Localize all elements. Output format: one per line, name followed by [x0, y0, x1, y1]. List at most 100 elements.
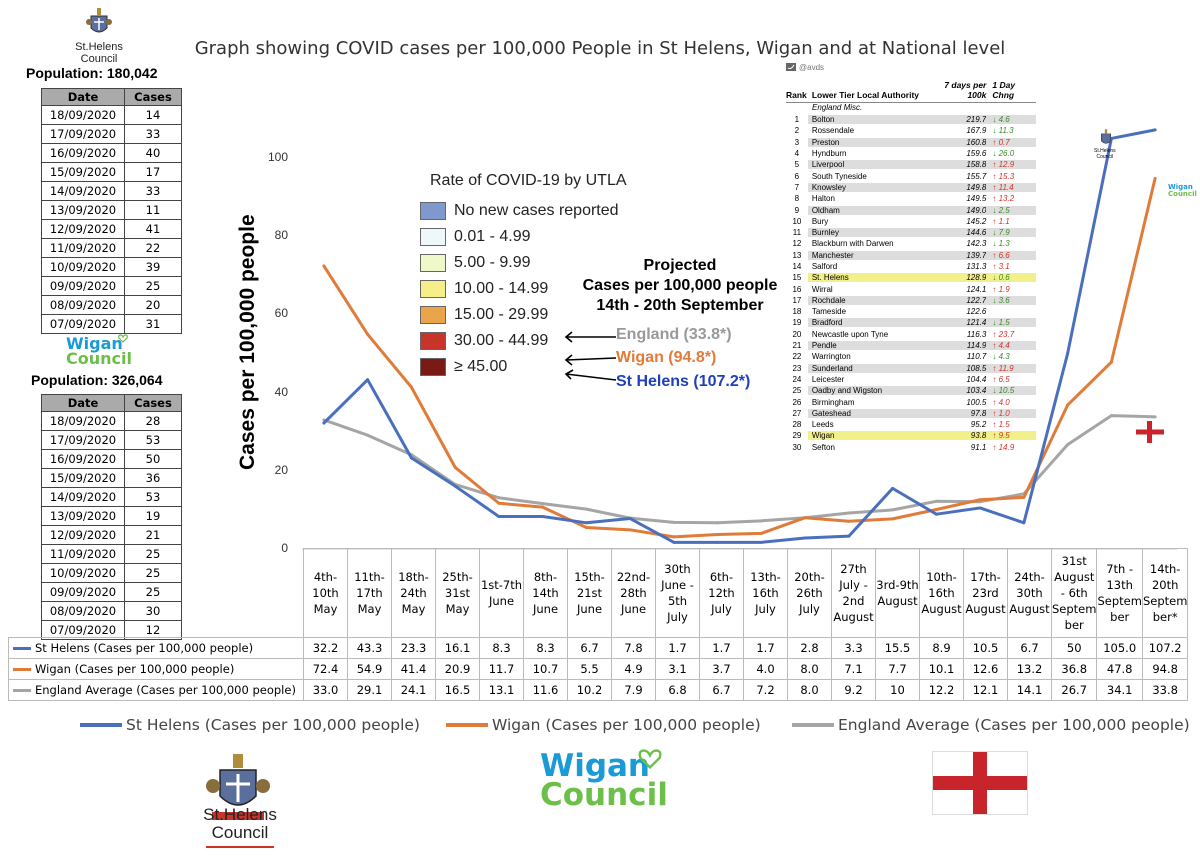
series-line-england — [323, 414, 1156, 525]
rank-name-cell: Leeds — [811, 420, 834, 430]
arrow-down-icon: ↓ — [992, 386, 999, 396]
table-row: 16/09/2020 40 — [41, 143, 182, 163]
x-tick-label: 3rd-9th August — [875, 548, 920, 638]
rank-name-cell: Sunderland — [807, 363, 943, 373]
data-point — [453, 465, 457, 469]
rate-col-header: 7 days per 100k — [944, 80, 987, 100]
table-row: 13/09/2020 11 — [41, 200, 182, 220]
cases-cell: 11 — [124, 200, 182, 220]
x-tick-line: August — [877, 594, 918, 608]
arrow-up-icon: ↑ — [992, 137, 999, 147]
x-tick-line: 26th — [796, 586, 823, 600]
series-row-label: Wigan (Cases per 100,000 people) — [8, 658, 304, 680]
rank-change-value: 1.5 — [998, 420, 1010, 430]
utla-legend-item: No new cases reported — [420, 198, 627, 224]
rank-rate-cell: 149.8 — [942, 182, 987, 192]
x-tick-label: 22nd- 28th June — [611, 548, 656, 638]
data-point — [716, 521, 720, 525]
x-tick-label: 6th- 12th July — [699, 548, 744, 638]
rank-row: 14 Salford 131.3 ↑ 3.1 — [786, 261, 1036, 272]
data-point — [1066, 352, 1070, 355]
data-label: 23.3 — [391, 637, 436, 659]
cases-cell: 33 — [124, 181, 182, 201]
data-label: 3.3 — [831, 637, 876, 659]
series-line-st-helens — [322, 128, 1156, 544]
cases-cell: 53 — [124, 487, 182, 507]
x-tick-line: Septem — [1052, 602, 1097, 616]
rank-rank-cell: 3 — [794, 137, 800, 147]
rank-rate-cell: 139.7 — [942, 250, 987, 260]
rank-rank-cell: 28 — [792, 420, 802, 430]
cases-cell: 36 — [124, 468, 182, 488]
data-point — [847, 519, 851, 523]
projection-line1: Projected — [643, 257, 717, 274]
table-row: 15/09/2020 36 — [41, 468, 182, 488]
x-tick-line: 24th — [400, 586, 427, 600]
chart-title: Graph showing COVID cases per 100,000 Pe… — [194, 38, 1006, 59]
authority-col-header: Lower Tier Local Authority — [811, 90, 920, 100]
rank-change-cell: ↓ 7.9 — [986, 228, 1036, 238]
data-label: 11.6 — [523, 679, 568, 701]
rank-change-cell: ↓ 26.0 — [986, 149, 1036, 158]
table-row: 18/09/2020 28 — [41, 411, 182, 431]
rank-change-value: 1.9 — [998, 284, 1010, 294]
rank-change-cell: ↑ 4.0 — [986, 398, 1036, 407]
table-row: 07/09/2020 12 — [41, 620, 182, 640]
x-tick-line: 14th- — [1149, 562, 1181, 576]
data-label: 105.0 — [1096, 637, 1143, 659]
rank-rank-cell: 8 — [794, 194, 800, 204]
x-tick-line: 7th - — [1106, 562, 1134, 576]
utla-legend-item: 0.01 - 4.99 — [420, 224, 627, 250]
rank-rank-cell: 16 — [792, 284, 802, 294]
rank-rank-cell: 4 — [794, 149, 800, 159]
data-point — [978, 506, 982, 510]
data-label: 33.0 — [303, 679, 348, 701]
st-helens-mini-label: St.Helens Council — [1094, 148, 1116, 160]
rank-rate-cell: 142.3 — [966, 239, 987, 249]
st-helens-crest-icon — [1101, 129, 1111, 144]
data-label: 10.1 — [919, 658, 964, 680]
rank-name-cell: Halton — [811, 194, 835, 204]
data-point — [366, 332, 370, 336]
x-tick-line: 17th — [356, 586, 383, 600]
data-label: 15.5 — [875, 637, 920, 659]
table-row: 10/09/2020 25 — [41, 563, 182, 583]
rank-name-cell: Rossendale — [811, 126, 855, 136]
rank-rate-cell: 110.7 — [966, 352, 987, 362]
rank-rate-cell: 104.4 — [966, 374, 987, 384]
wigan-bottom-line1: Wigan — [540, 748, 650, 784]
local-authority-rank-table: @avds Rank Lower Tier Local Authority 7 … — [786, 62, 1036, 453]
utla-label: ≥ 45.00 — [454, 358, 508, 375]
utla-swatch — [420, 306, 446, 324]
data-point — [584, 521, 588, 525]
rank-rate-cell: 95.2 — [970, 420, 987, 430]
rank-change-value: 4.6 — [998, 115, 1010, 125]
data-point — [1022, 495, 1026, 499]
rank-table-source: @avds — [786, 62, 1036, 72]
rank-row: 12 Blackburn with Darwen 142.3 ↓ 1.3 — [786, 238, 1036, 249]
rank-rank-cell: 30 — [792, 442, 802, 452]
data-label: 7.8 — [611, 637, 656, 659]
table-row: 18/09/2020 14 — [41, 105, 182, 125]
date-cell: 13/09/2020 — [41, 200, 125, 220]
england-flag-icon — [1136, 421, 1164, 443]
x-tick-line: July — [755, 602, 776, 616]
rank-name-cell: Bury — [811, 216, 829, 226]
x-tick-line: 18th- — [398, 570, 429, 584]
data-point — [934, 508, 938, 512]
data-label: 8.3 — [479, 637, 524, 659]
x-tick-line: 12th — [708, 586, 735, 600]
legend-swatch-st-helens — [80, 723, 122, 727]
utla-swatch — [420, 228, 446, 246]
data-label: 16.5 — [435, 679, 480, 701]
rank-row: 4 Hyndburn 159.6 ↓ 26.0 — [786, 148, 1036, 159]
x-tick-line: June — [488, 594, 515, 608]
arrow-up-icon: ↑ — [992, 160, 999, 170]
rank-name-cell: Knowsley — [807, 182, 943, 192]
rank-rank-cell: 27 — [792, 408, 802, 418]
x-tick-line: 16th — [928, 586, 955, 600]
data-point — [409, 456, 413, 460]
wigan-heart-icon — [118, 334, 128, 343]
x-tick-label: 8th- 14th June — [523, 548, 568, 638]
data-label: 6.7 — [1007, 637, 1052, 659]
